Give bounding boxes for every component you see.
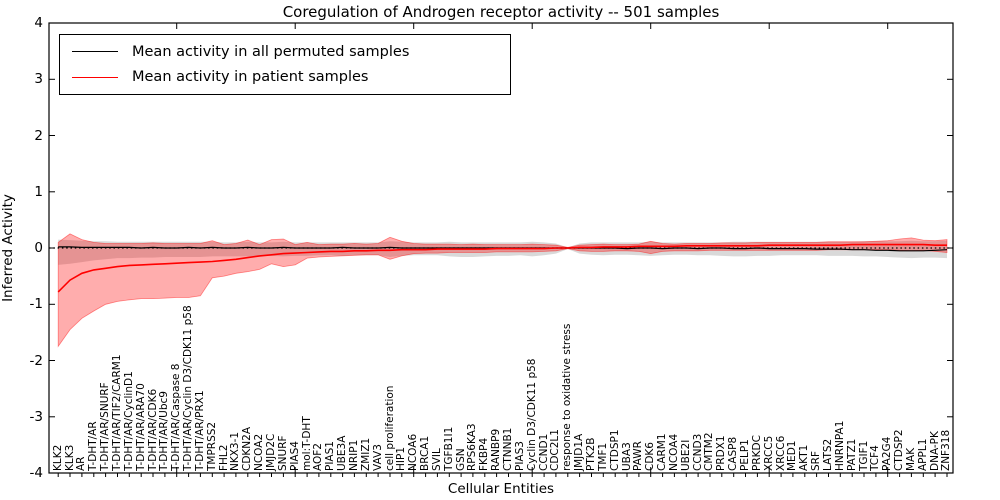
x-tick-label: CDKN2A bbox=[241, 426, 254, 471]
x-tick-label: RANBP9 bbox=[490, 428, 503, 471]
x-tick-label: CCND1 bbox=[537, 433, 550, 471]
x-tick-label: NCOA6 bbox=[407, 433, 420, 471]
x-tick-label: APPL1 bbox=[916, 438, 929, 471]
x-tick-label: CMTM2 bbox=[703, 432, 716, 471]
legend: Mean activity in all permuted samples Me… bbox=[59, 34, 511, 95]
x-tick-label: FKBP4 bbox=[478, 437, 491, 471]
x-tick-label: UBE2I bbox=[679, 439, 692, 471]
x-tick-label: JMJD2C bbox=[265, 433, 277, 471]
x-tick-label: CARM1 bbox=[656, 433, 669, 471]
x-tick-label: NCOA2 bbox=[253, 433, 266, 471]
x-tick-label: PAWR bbox=[632, 441, 645, 471]
x-tick-label: SRF bbox=[810, 450, 823, 471]
x-tick-label: CTNNB1 bbox=[502, 427, 514, 471]
x-tick-label: TMPRSS2 bbox=[205, 421, 218, 471]
x-tick-label: PA2G4 bbox=[881, 436, 894, 471]
patient-mean-line bbox=[57, 243, 947, 293]
x-tick-label: T-DHT/AR/Caspase 8 bbox=[170, 363, 183, 471]
x-tick-label: mol:T-DHT bbox=[300, 416, 313, 471]
y-tick-label: 2 bbox=[34, 127, 43, 144]
x-tick-label: DNA-PK bbox=[928, 431, 941, 471]
chart-title: Coregulation of Androgen receptor activi… bbox=[282, 3, 720, 21]
x-tick-label: UBA3 bbox=[620, 442, 633, 471]
x-tick-label: AOF2 bbox=[312, 443, 325, 471]
x-tick-label: PRDX1 bbox=[715, 435, 728, 471]
x-tick-label: HNRNPA1 bbox=[833, 420, 846, 471]
x-tick-label: AR bbox=[75, 456, 88, 471]
y-tick-label: -3 bbox=[29, 408, 43, 425]
y-tick-label: 4 bbox=[34, 15, 43, 31]
y-tick-label: -1 bbox=[29, 296, 43, 313]
x-tick-label: UBE3A bbox=[336, 435, 349, 471]
y-tick-label: 0 bbox=[34, 240, 43, 256]
x-tick-label: NKX3-1 bbox=[229, 431, 242, 471]
legend-item-patient: Mean activity in patient samples bbox=[70, 65, 510, 89]
x-tick-label: PTK2B bbox=[584, 437, 597, 471]
x-tick-label: ZNF318 bbox=[940, 429, 953, 471]
x-tick-label: T-DHT/AR/TIF2/CARM1 bbox=[110, 354, 123, 471]
x-tick-label: T-DHT/AR/CyclinD1 bbox=[122, 371, 135, 471]
x-tick-label: KLK3 bbox=[63, 444, 76, 471]
x-tick-label: PIAS1 bbox=[324, 441, 337, 471]
x-tick-label: NRIP1 bbox=[347, 439, 360, 471]
x-tick-label: CCND3 bbox=[691, 433, 704, 471]
x-tick-label: PATZ1 bbox=[845, 438, 858, 471]
x-tick-label: TGIF1 bbox=[857, 440, 870, 471]
legend-item-permuted: Mean activity in all permuted samples bbox=[70, 40, 510, 64]
x-tick-label: PRKDC bbox=[750, 435, 763, 471]
x-tick-label: TMF1 bbox=[596, 442, 609, 471]
patient-band bbox=[57, 233, 948, 348]
x-tick-label: XRCC5 bbox=[762, 435, 775, 471]
x-tick-label: T-DHT/AR/Cyclin D3/CDK11 p58 bbox=[182, 305, 195, 471]
x-tick-label: MAK bbox=[904, 447, 917, 471]
x-tick-label: LATS2 bbox=[821, 438, 834, 471]
x-tick-label: TGFB1I1 bbox=[442, 426, 455, 471]
x-tick-label: PIAS3 bbox=[513, 441, 526, 471]
x-tick-label: CTDSP1 bbox=[608, 429, 621, 471]
x-tick-label: AKT1 bbox=[798, 444, 811, 471]
y-tick-label: 1 bbox=[34, 183, 43, 200]
x-tick-label: CDK6 bbox=[644, 442, 657, 471]
x-tick-label: ZMIZ1 bbox=[359, 437, 372, 471]
x-tick-label: cell proliferation bbox=[383, 385, 396, 471]
x-tick-label: KLK2 bbox=[51, 444, 64, 471]
x-tick-label: SVIL bbox=[430, 448, 443, 471]
x-tick-label: MED1 bbox=[786, 440, 799, 471]
legend-label-permuted: Mean activity in all permuted samples bbox=[132, 43, 410, 60]
x-axis-label: Cellular Entities bbox=[447, 481, 555, 497]
patient-line-sample-icon bbox=[72, 76, 118, 78]
x-tick-label: FHL2 bbox=[217, 444, 230, 471]
x-tick-label: T-DHT/AR bbox=[87, 421, 100, 471]
x-tick-label: CTDSP2 bbox=[893, 429, 906, 471]
x-tick-label: PELP1 bbox=[739, 439, 751, 471]
x-tick-label: T-DHT/AR/PRX1 bbox=[193, 390, 206, 471]
x-tick-label: T-DHT/AR/Ubc9 bbox=[158, 391, 171, 471]
y-tick-label: 3 bbox=[34, 71, 43, 88]
x-tick-label: TCF4 bbox=[869, 445, 882, 471]
y-tick-label: -2 bbox=[29, 352, 43, 369]
x-tick-label: T-DHT/AR/SNURF bbox=[99, 382, 112, 471]
x-tick-label: PIAS4 bbox=[288, 441, 301, 471]
x-tick-label: GSN bbox=[454, 448, 467, 471]
x-tick-label: HIP1 bbox=[395, 446, 408, 471]
x-tick-label: response to oxidative stress bbox=[561, 323, 574, 471]
x-tick-label: VAV3 bbox=[371, 444, 384, 471]
x-tick-label: RPS6KA3 bbox=[466, 423, 479, 471]
x-tick-label: BRCA1 bbox=[419, 435, 432, 471]
x-tick-label: T-DHT/AR/CDK6 bbox=[146, 388, 159, 471]
x-tick-label: JMJD1A bbox=[573, 433, 586, 471]
x-tick-label: CDC2L1 bbox=[549, 429, 562, 471]
x-tick-label: Cyclin D3/CDK11 p58 bbox=[525, 358, 538, 471]
x-tick-label: CASP8 bbox=[727, 436, 740, 471]
x-tick-label: T-DHT/AR/ARA70 bbox=[134, 383, 147, 471]
legend-label-patient: Mean activity in patient samples bbox=[132, 69, 369, 86]
x-tick-label: NCOA4 bbox=[667, 433, 680, 471]
x-tick-label: XRCC6 bbox=[774, 435, 787, 471]
x-tick-label: SNURF bbox=[276, 435, 289, 471]
permuted-line-sample-icon bbox=[72, 51, 118, 53]
y-tick-label: -4 bbox=[29, 465, 43, 481]
y-axis-label: Inferred Activity bbox=[0, 194, 16, 302]
